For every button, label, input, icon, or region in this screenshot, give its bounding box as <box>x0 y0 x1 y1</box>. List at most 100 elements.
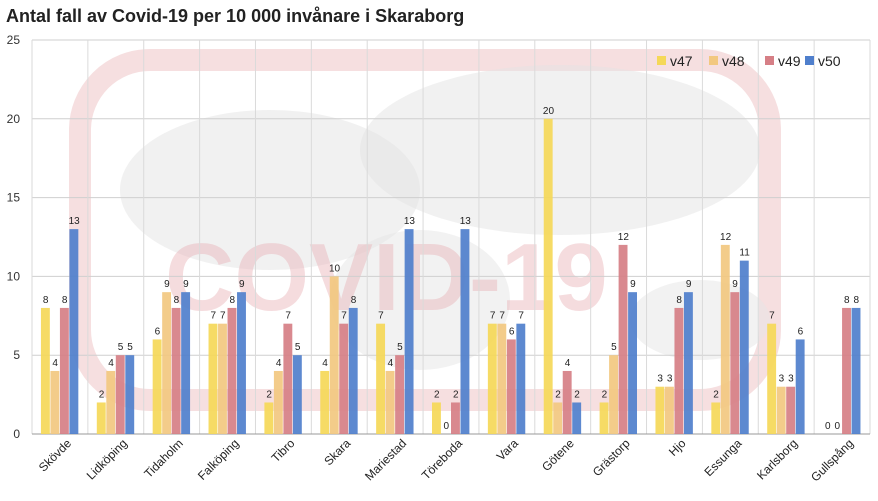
data-label: 6 <box>798 326 804 337</box>
x-tick-label: Gullspång <box>808 436 856 484</box>
data-label: 8 <box>854 295 860 306</box>
data-label: 12 <box>618 232 630 243</box>
data-label: 2 <box>574 389 580 400</box>
data-label: 13 <box>69 216 81 227</box>
bar-v48 <box>553 402 563 434</box>
bar-v48 <box>273 370 283 434</box>
bar-v48 <box>385 370 395 434</box>
data-label: 3 <box>788 374 794 385</box>
bar-v50 <box>125 355 135 434</box>
data-label: 4 <box>565 358 571 369</box>
bar-v49 <box>395 355 405 434</box>
bar-v49 <box>283 323 293 434</box>
data-label: 9 <box>239 279 245 290</box>
legend-swatch-v48 <box>709 56 718 65</box>
data-label: 7 <box>490 311 496 322</box>
data-label: 2 <box>434 389 440 400</box>
data-label: 5 <box>118 342 124 353</box>
data-label: 7 <box>499 311 505 322</box>
bar-v47 <box>320 370 330 434</box>
bar-v49 <box>227 307 237 434</box>
bar-v48 <box>106 370 116 434</box>
data-label: 2 <box>555 389 561 400</box>
data-label: 9 <box>630 279 636 290</box>
x-tick-label: Tibro <box>269 436 298 465</box>
x-tick-label: Töreboda <box>419 436 465 482</box>
bars <box>40 118 861 435</box>
bar-v50 <box>348 307 358 434</box>
bar-v50 <box>683 292 693 434</box>
x-tick-label: Karlsborg <box>754 436 800 482</box>
data-label: 9 <box>686 279 692 290</box>
legend: v47 v48 v49 v50 <box>657 53 841 69</box>
data-label: 8 <box>676 295 682 306</box>
y-tick-label: 0 <box>13 427 20 441</box>
data-label: 8 <box>43 295 49 306</box>
bar-v49 <box>59 307 69 434</box>
bar-v50 <box>851 307 861 434</box>
bar-v48 <box>609 355 618 434</box>
data-label: 0 <box>825 421 831 432</box>
bar-v47 <box>264 402 274 434</box>
data-label: 4 <box>322 358 328 369</box>
bar-v47 <box>599 402 609 434</box>
data-label: 2 <box>453 389 459 400</box>
data-label: 6 <box>509 326 515 337</box>
data-label: 3 <box>779 374 785 385</box>
bar-v50 <box>404 229 414 434</box>
data-label: 2 <box>99 389 105 400</box>
bar-v48 <box>497 323 507 434</box>
data-label: 7 <box>220 311 226 322</box>
bar-v49 <box>618 244 628 434</box>
bar-v49 <box>506 339 516 434</box>
bar-v50 <box>516 323 526 434</box>
legend-swatch-v47 <box>657 56 666 65</box>
legend-swatch-v49 <box>765 56 774 65</box>
data-label: 8 <box>62 295 68 306</box>
x-tick-label: Mariestad <box>362 436 409 483</box>
x-tick-label: Hjo <box>666 436 689 459</box>
bar-v49 <box>562 370 572 434</box>
data-label: 4 <box>52 358 58 369</box>
data-label: 7 <box>769 311 775 322</box>
bar-v48 <box>218 323 227 434</box>
bar-v48 <box>776 386 786 434</box>
x-tick-label: Vara <box>494 436 521 463</box>
bar-v48 <box>162 292 172 434</box>
y-tick-label: 25 <box>7 33 21 47</box>
bar-v50 <box>292 355 302 434</box>
data-label: 2 <box>602 389 608 400</box>
data-label: 0 <box>443 421 449 432</box>
bar-v49 <box>451 402 460 434</box>
bar-v49 <box>171 307 181 434</box>
y-tick-label: 20 <box>7 112 21 126</box>
data-label: 8 <box>844 295 850 306</box>
x-tick-label: Götene <box>539 436 577 474</box>
data-label: 7 <box>341 311 347 322</box>
bar-v47 <box>432 402 441 434</box>
data-label: 7 <box>378 311 384 322</box>
y-tick-label: 15 <box>7 191 21 205</box>
data-label: 13 <box>404 216 416 227</box>
bar-v50 <box>181 292 191 434</box>
bar-v49 <box>115 355 125 434</box>
data-label: 5 <box>127 342 133 353</box>
chart-title: Antal fall av Covid-19 per 10 000 invåna… <box>6 6 464 26</box>
data-label: 5 <box>295 342 301 353</box>
bar-v47 <box>96 402 106 434</box>
data-label: 20 <box>543 106 555 117</box>
data-label: 0 <box>835 421 841 432</box>
bar-v50 <box>460 229 470 434</box>
bar-v49 <box>674 307 684 434</box>
bar-v47 <box>208 323 218 434</box>
data-label: 4 <box>108 358 114 369</box>
data-label: 11 <box>739 248 750 259</box>
bar-v50 <box>795 339 805 434</box>
bar-v47 <box>655 386 665 434</box>
data-label: 6 <box>155 326 161 337</box>
data-label: 9 <box>164 279 170 290</box>
data-label: 8 <box>174 295 180 306</box>
bar-v50 <box>237 292 246 434</box>
